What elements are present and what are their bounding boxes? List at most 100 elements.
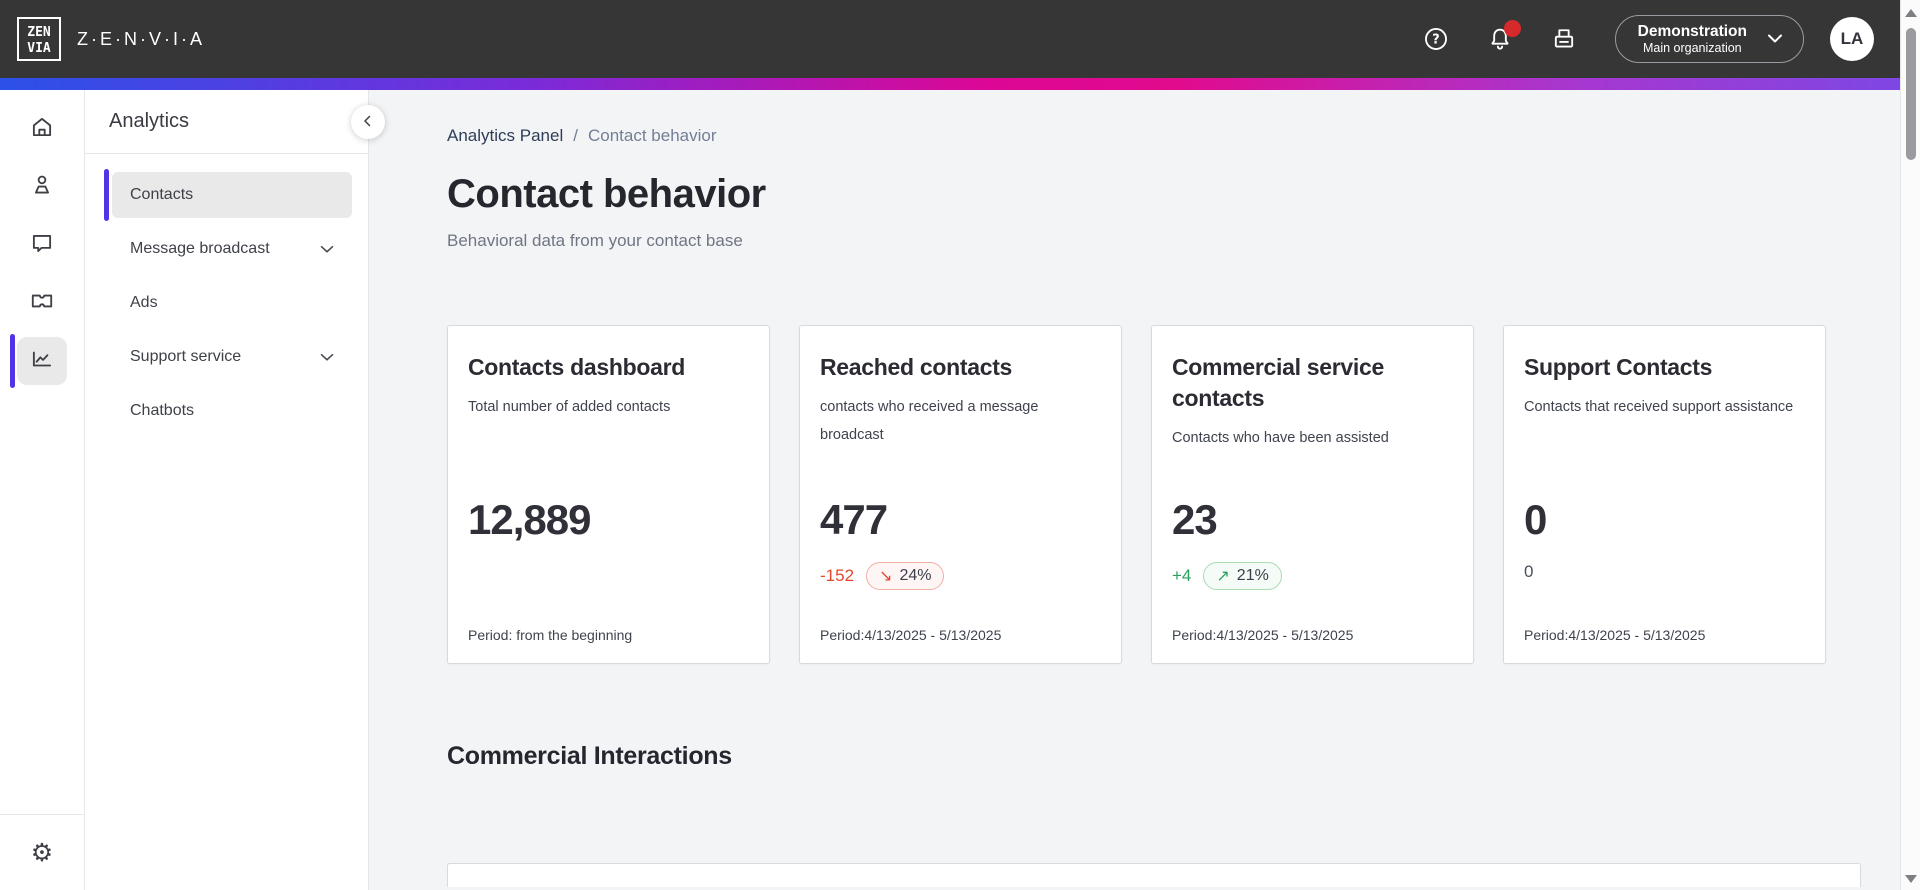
card-trend-row: -152 ↘ 24% xyxy=(820,562,945,590)
card-support-contacts: Support Contacts Contacts that received … xyxy=(1503,325,1826,664)
scrollbar-up-arrow[interactable] xyxy=(1905,9,1917,17)
panel-collapse-button[interactable] xyxy=(351,105,385,139)
scrollbar-thumb[interactable] xyxy=(1906,28,1916,160)
card-period: Period:4/13/2025 - 5/13/2025 xyxy=(1172,627,1354,643)
card-period: Period: from the beginning xyxy=(468,627,633,643)
chevron-down-icon xyxy=(1763,26,1787,53)
card-value: 12,889 xyxy=(468,496,591,543)
main-content: Analytics Panel / Contact behavior Conta… xyxy=(369,90,1900,890)
card-trend-row: +4 ↗ 21% xyxy=(1172,562,1282,590)
print-button[interactable] xyxy=(1549,24,1579,54)
help-button[interactable]: ? xyxy=(1421,24,1451,54)
card-value: 0 xyxy=(1524,496,1547,543)
card-period: Period:4/13/2025 - 5/13/2025 xyxy=(1524,627,1706,643)
card-value: 477 xyxy=(820,496,888,543)
ticket-icon xyxy=(29,288,55,319)
organization-detail: Main organization xyxy=(1642,40,1742,55)
person-icon xyxy=(29,172,55,203)
card-value: 23 xyxy=(1172,496,1218,543)
bell-icon xyxy=(1486,25,1514,53)
panel-item-label: Contacts xyxy=(130,186,194,203)
zenvia-logo-icon: ZEN VIA xyxy=(16,16,62,62)
card-delta: +4 xyxy=(1172,566,1192,585)
line-chart-icon xyxy=(29,346,55,377)
svg-text:?: ? xyxy=(1432,33,1439,48)
gradient-accent-bar xyxy=(0,78,1900,90)
card-title: Support Contacts xyxy=(1524,354,1713,380)
rail-item-home[interactable] xyxy=(17,105,67,153)
commercial-interactions-card-top-edge xyxy=(447,863,1861,887)
panel-item-chatbots[interactable]: Chatbots xyxy=(112,388,352,434)
panel-title: Analytics xyxy=(109,110,190,132)
card-delta: 0 xyxy=(1524,562,1534,581)
panel-item-message-broadcast[interactable]: Message broadcast xyxy=(112,226,352,272)
help-icon: ? xyxy=(1422,25,1450,53)
panel-item-label: Message broadcast xyxy=(130,240,270,257)
chevron-down-icon xyxy=(316,346,338,368)
chevron-down-icon xyxy=(316,238,338,260)
page-subtitle: Behavioral data from your contact base xyxy=(447,231,743,250)
panel-item-ads[interactable]: Ads xyxy=(112,280,352,326)
rail-item-contacts[interactable] xyxy=(17,163,67,211)
panel-item-support-service[interactable]: Support service xyxy=(112,334,352,380)
svg-text:ZEN: ZEN xyxy=(27,25,51,40)
brand-wordmark: Z·E·N·V·I·A xyxy=(77,28,205,49)
chevron-left-icon xyxy=(359,112,377,133)
card-delta: -152 xyxy=(820,566,855,585)
organization-switcher[interactable]: Demonstration Main organization xyxy=(1614,15,1804,63)
arrow-down-right-icon: ↘ xyxy=(879,566,893,585)
card-commercial-service-contacts: Commercial service contacts Contacts who… xyxy=(1151,325,1474,664)
panel-item-label: Support service xyxy=(130,348,242,365)
page-title: Contact behavior xyxy=(447,172,766,216)
panel-header: Analytics xyxy=(85,90,368,154)
breadcrumb-separator: / xyxy=(573,126,578,145)
card-title: Commercial service contacts xyxy=(1172,354,1384,412)
breadcrumb-current: Contact behavior xyxy=(587,126,717,145)
arrow-up-right-icon: ↗ xyxy=(1216,566,1230,585)
card-trend-row: 0 xyxy=(1524,562,1533,582)
app-body: ⚙ Analytics Contacts Message broad xyxy=(0,90,1900,890)
card-description: Contacts that received support assistanc… xyxy=(1524,399,1794,416)
trend-badge-negative: ↘ 24% xyxy=(866,562,945,590)
card-title: Reached contacts xyxy=(820,354,1013,380)
chat-icon xyxy=(29,230,55,261)
user-avatar[interactable]: LA xyxy=(1830,17,1874,61)
brand[interactable]: ZEN VIA Z·E·N·V·I·A xyxy=(16,16,205,62)
rail-item-tickets[interactable] xyxy=(17,279,67,327)
svg-text:VIA: VIA xyxy=(27,41,51,56)
icon-rail: ⚙ xyxy=(0,90,85,890)
topbar-actions: ? xyxy=(1421,15,1874,63)
rail-bottom-section: ⚙ xyxy=(0,814,84,890)
notification-dot-badge xyxy=(1503,20,1521,37)
notifications-button[interactable] xyxy=(1485,20,1521,54)
panel-item-label: Ads xyxy=(130,294,158,311)
rail-item-analytics[interactable] xyxy=(10,334,67,388)
card-title: Contacts dashboard xyxy=(468,354,685,380)
badge-percent: 21% xyxy=(1236,566,1269,584)
rail-item-conversations[interactable] xyxy=(17,221,67,269)
card-period: Period:4/13/2025 - 5/13/2025 xyxy=(820,627,1002,643)
breadcrumb-analytics-panel-link[interactable]: Analytics Panel xyxy=(447,126,564,145)
scrollbar-down-arrow[interactable] xyxy=(1905,875,1917,883)
card-reached-contacts: Reached contacts contacts who received a… xyxy=(799,325,1122,664)
panel-item-label: Chatbots xyxy=(130,402,195,419)
organization-name: Demonstration xyxy=(1637,22,1747,40)
home-icon xyxy=(29,114,55,145)
printer-icon xyxy=(1550,25,1578,53)
panel-item-contacts[interactable]: Contacts xyxy=(104,169,352,221)
breadcrumb: Analytics Panel / Contact behavior xyxy=(447,126,1866,146)
gear-icon[interactable]: ⚙ xyxy=(30,838,54,867)
topbar: ZEN VIA Z·E·N·V·I·A ? xyxy=(0,0,1900,78)
badge-percent: 24% xyxy=(899,566,932,584)
kpi-cards-row: Contacts dashboard Total number of added… xyxy=(447,325,1866,664)
card-contacts-dashboard: Contacts dashboard Total number of added… xyxy=(447,325,770,664)
section-title-commercial-interactions: Commercial Interactions xyxy=(447,742,732,770)
panel-nav-list: Contacts Message broadcast Ads Support s… xyxy=(85,154,368,442)
card-description: Contacts who have been assisted xyxy=(1172,430,1389,447)
analytics-panel: Analytics Contacts Message broadcast xyxy=(85,90,385,890)
trend-badge-positive: ↗ 21% xyxy=(1203,562,1282,590)
card-description: Total number of added contacts xyxy=(468,399,671,416)
page-scrollbar[interactable] xyxy=(1900,0,1920,890)
card-description: contacts who received a message broadcas… xyxy=(820,399,1039,444)
